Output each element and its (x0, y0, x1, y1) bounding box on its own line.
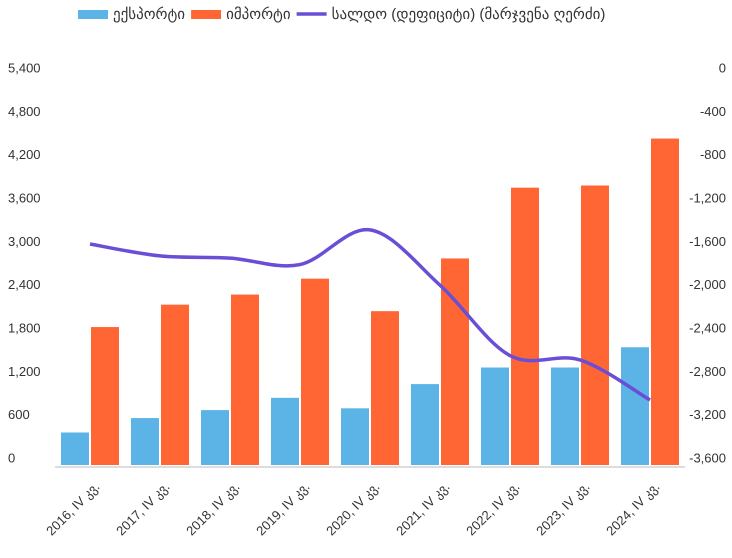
bar (231, 294, 259, 465)
bar (201, 410, 229, 465)
line (89, 228, 651, 402)
x-tick-label: 2022, IV კვ. (463, 479, 523, 539)
y-tick-label: 3,000 (8, 234, 41, 249)
legend-label: სალდო (დეფიციტი) (მარჯვენა ღერძი) (332, 6, 606, 23)
y2-tick-label: 0 (719, 60, 726, 75)
x-tick-label: 2023, IV კვ. (533, 479, 593, 539)
bar (651, 138, 679, 466)
y-tick-label: 3,600 (8, 190, 41, 205)
y-tick-label: 5,400 (8, 60, 41, 75)
x-tick-label: 2017, IV კვ. (113, 479, 173, 539)
y-tick-label: 2,400 (8, 277, 41, 292)
y-tick-label: 600 (8, 407, 30, 422)
bar (161, 304, 189, 465)
bar (481, 367, 509, 465)
bar (371, 311, 399, 465)
y2-tick-label: -2,000 (689, 277, 726, 292)
y2-tick-label: -1,200 (689, 190, 726, 205)
y-tick-label: 0 (8, 450, 15, 465)
bar (301, 278, 329, 465)
x-tick-label: 2018, IV კვ. (183, 479, 243, 539)
y2-tick-label: -2,800 (689, 364, 726, 379)
x-tick-label: 2020, IV კვ. (323, 479, 383, 539)
x-tick-label: 2024, IV კვ. (603, 479, 663, 539)
y2-tick-label: -800 (700, 147, 726, 162)
bar (61, 432, 89, 465)
bar (341, 408, 369, 465)
bar (511, 187, 539, 465)
bar (581, 185, 609, 465)
y2-tick-label: -2,400 (689, 320, 726, 335)
legend-label: იმპორტი (226, 6, 291, 23)
y-tick-label: 1,800 (8, 320, 41, 335)
x-tick-label: 2016, IV კვ. (43, 479, 103, 539)
y-tick-label: 4,200 (8, 147, 41, 162)
y2-tick-label: -3,200 (689, 407, 726, 422)
legend-swatch (191, 10, 222, 19)
y2-tick-label: -1,600 (689, 234, 726, 249)
bar (131, 418, 159, 465)
bar (411, 384, 439, 465)
y-tick-label: 4,800 (8, 104, 41, 119)
bar (271, 397, 299, 465)
bar (551, 367, 579, 465)
y2-tick-label: -3,600 (689, 450, 726, 465)
x-tick-label: 2019, IV კვ. (253, 479, 313, 539)
x-tick-label: 2021, IV კვ. (393, 479, 453, 539)
y-tick-label: 1,200 (8, 364, 41, 379)
legend-swatch (78, 10, 108, 19)
bar (621, 347, 649, 465)
bar (91, 327, 119, 465)
y2-tick-label: -400 (700, 104, 726, 119)
legend-label: ექსპორტი (113, 6, 185, 23)
